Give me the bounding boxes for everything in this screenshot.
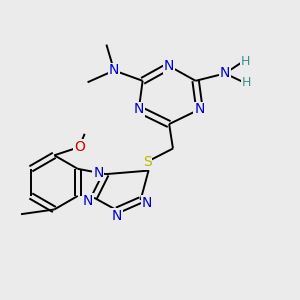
Text: N: N [112,209,122,223]
Text: N: N [134,102,144,116]
Text: N: N [164,59,174,73]
Text: H: H [240,55,250,68]
Text: S: S [143,155,152,169]
Text: N: N [194,102,205,116]
Text: N: N [109,64,119,77]
Text: H: H [241,76,251,89]
Text: N: N [93,166,104,180]
Text: O: O [74,140,85,154]
Text: N: N [82,194,93,208]
Text: N: N [142,196,152,210]
Text: N: N [220,66,230,80]
